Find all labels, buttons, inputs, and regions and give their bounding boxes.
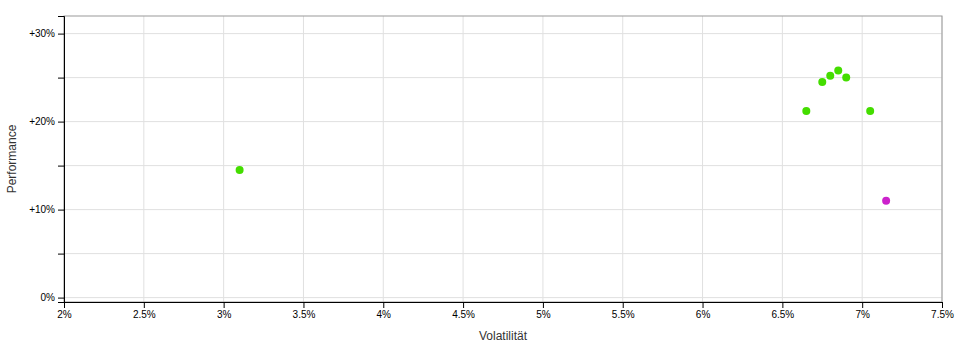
- y-tick-mark: [58, 78, 64, 79]
- x-axis-title: Volatilität: [479, 329, 528, 343]
- x-tick-mark: [703, 302, 704, 308]
- x-tick-mark: [942, 302, 943, 308]
- point: [842, 74, 850, 82]
- x-tick-mark: [782, 302, 783, 308]
- point: [826, 72, 834, 80]
- x-tick: 2%: [57, 302, 72, 320]
- point: [866, 107, 874, 115]
- y-tick-mark: [58, 122, 64, 123]
- x-tick: 7.5%: [931, 302, 954, 320]
- y-tick-label: +20%: [29, 116, 55, 127]
- y-tick-label: +10%: [29, 204, 55, 215]
- x-tick-label: 3%: [217, 309, 232, 320]
- grid-line-x: [303, 16, 304, 302]
- x-tick: 7%: [855, 302, 870, 320]
- grid-line-x: [542, 16, 543, 302]
- y-tick: 0%: [41, 292, 64, 303]
- grid-line-y: [64, 77, 942, 78]
- grid: [64, 16, 942, 302]
- y-axis-line: [58, 17, 65, 303]
- x-axis-line: [65, 303, 943, 309]
- y-tick: +10%: [29, 204, 64, 215]
- point: [236, 166, 244, 174]
- x-tick-label: 7%: [855, 309, 870, 320]
- y-axis-title: Performance: [5, 124, 19, 193]
- x-tick-mark: [383, 302, 384, 308]
- grid-line-x: [383, 16, 384, 302]
- y-tick-mark: [58, 166, 64, 167]
- x-axis: 2% 2.5% 3% 3.5% 4% 4.5% 5% 5.5% 6% 6.5% 7% 7.5%: [57, 302, 954, 320]
- grid-line-x: [622, 16, 623, 302]
- x-tick-label: 6%: [696, 309, 711, 320]
- grid-line-x: [463, 16, 464, 302]
- x-tick: 5%: [536, 302, 551, 320]
- series: [236, 67, 875, 174]
- grid-line-x: [782, 16, 783, 302]
- x-tick: 6.5%: [771, 302, 794, 320]
- grid-line-y: [64, 121, 942, 122]
- grid-line-x: [862, 16, 863, 302]
- y-tick-label: 0%: [41, 292, 56, 303]
- grid-line-x: [223, 16, 224, 302]
- y-tick-label: +30%: [29, 28, 55, 39]
- x-tick: 3%: [217, 302, 232, 320]
- grid-line-y: [64, 253, 942, 254]
- x-tick-label: 2%: [57, 309, 72, 320]
- y-tick-mark: [58, 298, 64, 299]
- grid-line-y: [64, 209, 942, 210]
- x-tick-label: 6.5%: [771, 309, 794, 320]
- y-tick: +30%: [29, 28, 64, 39]
- grid-line-y: [64, 297, 942, 298]
- grid-line-x: [702, 16, 703, 302]
- marks: [236, 67, 891, 205]
- point: [882, 197, 890, 205]
- x-tick-mark: [463, 302, 464, 308]
- x-tick-mark: [303, 302, 304, 308]
- y-tick: [58, 254, 64, 255]
- y-tick-mark: [58, 210, 64, 211]
- y-tick-mark: [58, 254, 64, 255]
- x-tick: 3.5%: [293, 302, 316, 320]
- x-tick-mark: [543, 302, 544, 308]
- x-tick-label: 5.5%: [612, 309, 635, 320]
- grid-line-x: [143, 16, 144, 302]
- grid-line-y: [64, 165, 942, 166]
- point: [834, 67, 842, 75]
- y-tick: +20%: [29, 116, 64, 127]
- x-tick: 4.5%: [452, 302, 475, 320]
- x-tick-label: 3.5%: [293, 309, 316, 320]
- grid-line-y: [64, 33, 942, 34]
- x-tick-label: 4%: [377, 309, 392, 320]
- x-tick: 5.5%: [612, 302, 635, 320]
- point: [802, 107, 810, 115]
- plot-frame: [64, 16, 942, 302]
- x-tick-label: 2.5%: [133, 309, 156, 320]
- y-tick: [58, 166, 64, 167]
- x-tick: 2.5%: [133, 302, 156, 320]
- x-tick-label: 4.5%: [452, 309, 475, 320]
- y-axis: 0% +10% +20% +30%: [29, 17, 64, 304]
- plot: 2% 2.5% 3% 3.5% 4% 4.5% 5% 5.5% 6% 6.5% 7% 7.5% 0% +1…: [29, 16, 954, 320]
- x-tick: 4%: [377, 302, 392, 320]
- x-tick-mark: [623, 302, 624, 308]
- x-tick: 6%: [696, 302, 711, 320]
- x-tick-label: 7.5%: [931, 309, 954, 320]
- x-tick-label: 5%: [536, 309, 551, 320]
- x-tick-mark: [144, 302, 145, 308]
- chart: 2% 2.5% 3% 3.5% 4% 4.5% 5% 5.5% 6% 6.5% 7% 7.5% 0% +1…: [0, 0, 966, 350]
- x-tick-mark: [224, 302, 225, 308]
- x-tick-mark: [862, 302, 863, 308]
- series: [882, 197, 890, 205]
- y-tick-mark: [58, 34, 64, 35]
- point: [818, 78, 826, 86]
- y-tick: [58, 78, 64, 79]
